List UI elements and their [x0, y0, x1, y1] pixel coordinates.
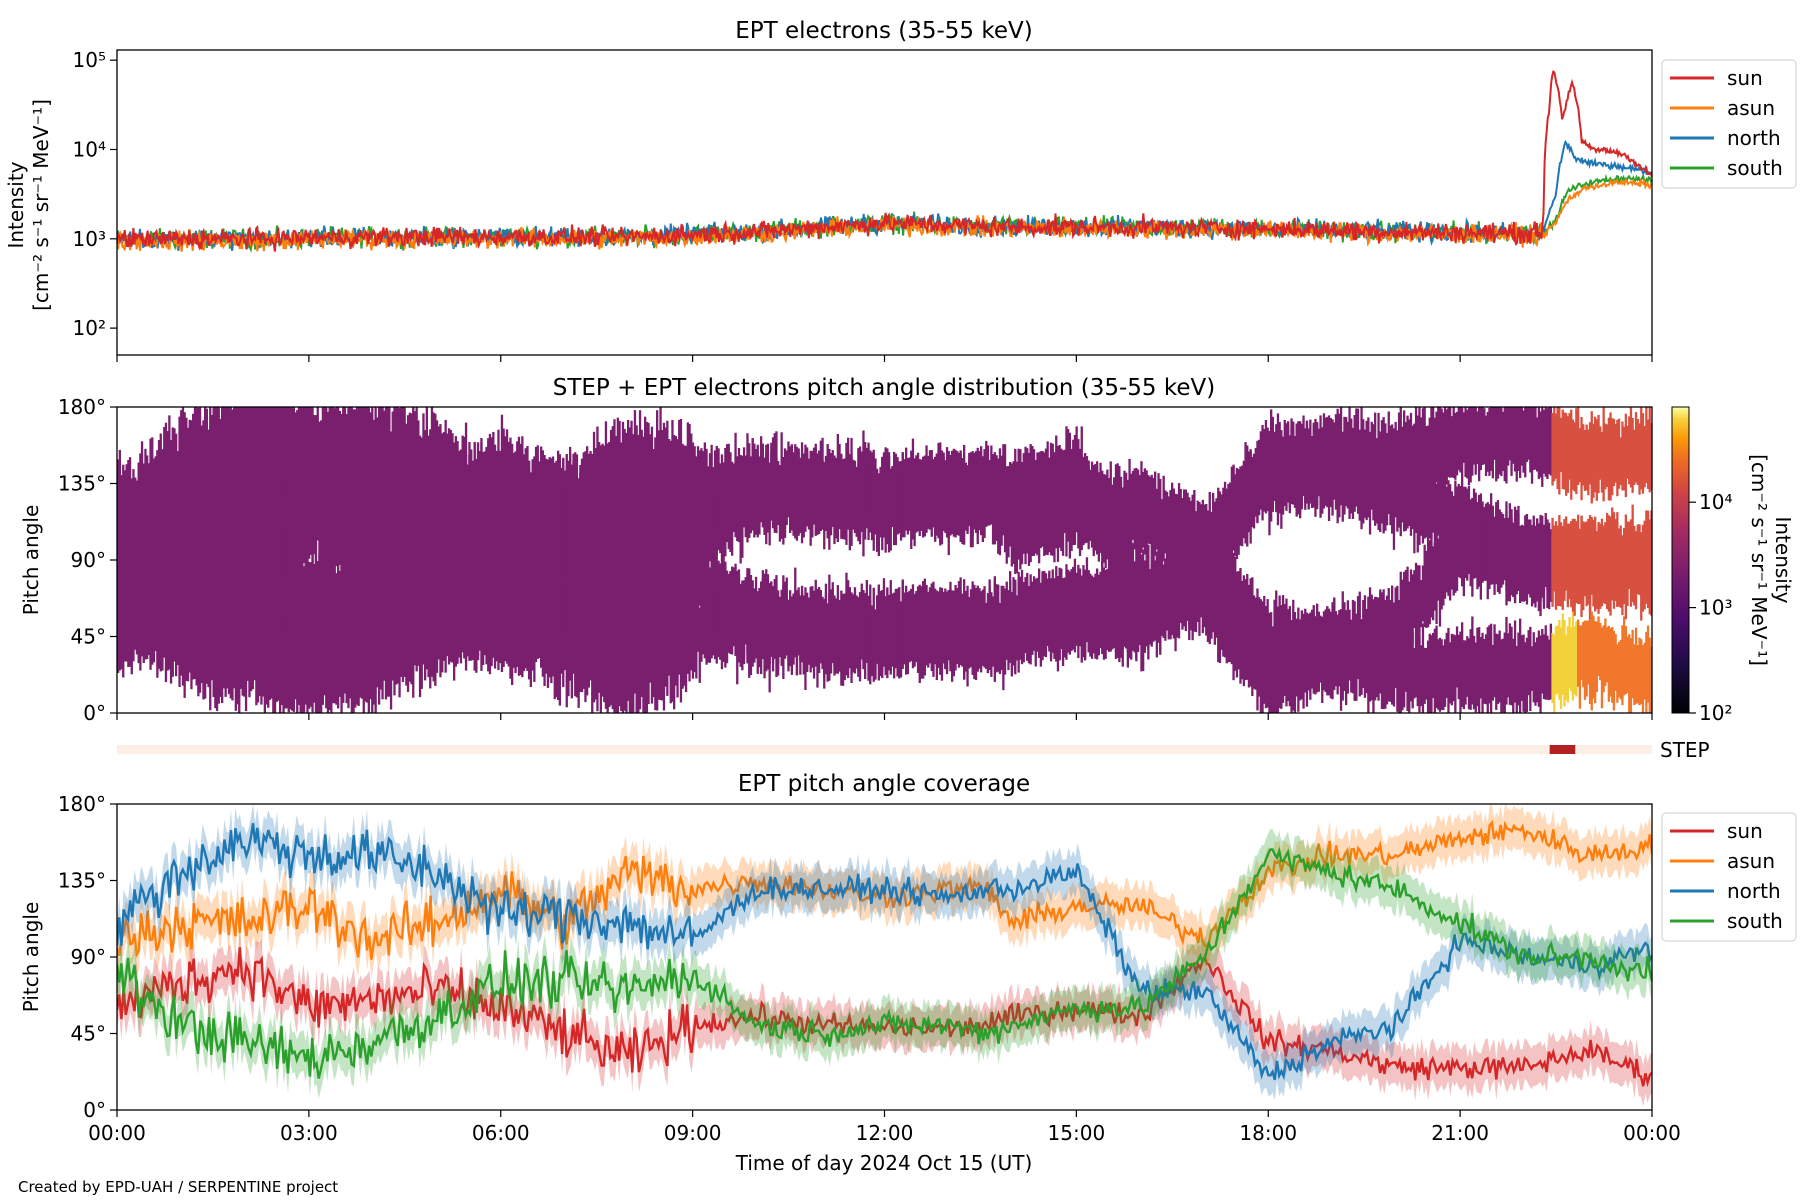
x-axis-label: Time of day 2024 Oct 15 (UT)	[735, 1151, 1033, 1175]
step-active-interval	[1549, 745, 1576, 754]
y-tick-label: 10³	[73, 227, 106, 251]
footer-credit: Created by EPD-UAH / SERPENTINE project	[18, 1178, 338, 1196]
legend-label-south: south	[1727, 909, 1783, 933]
legend-label-asun: asun	[1727, 849, 1775, 873]
legend-label-sun: sun	[1727, 66, 1763, 90]
y-tick-label: 10⁴	[73, 137, 106, 161]
colorbar-label-line2: [cm⁻² s⁻¹ sr⁻¹ MeV⁻¹]	[1747, 454, 1771, 666]
panel4-legend: sun asun north south	[1661, 812, 1797, 942]
colorbar-tick-label: 10³	[1699, 596, 1732, 620]
colorbar-tick-label: 10²	[1699, 701, 1732, 725]
x-tick-label: 09:00	[664, 1121, 722, 1145]
panel4-ylabel: Pitch angle	[19, 902, 43, 1013]
step-strip-background	[117, 745, 1652, 754]
panel2-yaxis: 0° 45° 90° 135° 180°	[58, 395, 117, 725]
panel2-heatmap	[117, 407, 1652, 713]
legend-label-asun: asun	[1727, 96, 1775, 120]
panel-step-coverage: STEP	[117, 738, 1710, 762]
legend-label-north: north	[1727, 879, 1781, 903]
panel1-xaxis	[116, 355, 1653, 362]
x-tick-label: 03:00	[280, 1121, 338, 1145]
y-tick-label: 135°	[58, 869, 106, 893]
panel1-yaxis: 10² 10³ 10⁴ 10⁵	[73, 48, 117, 340]
panel-pitch-angle-coverage: EPT pitch angle coverage 0° 45° 90° 135° 180…	[19, 771, 1797, 1175]
panel-pitch-angle-distribution: STEP + EPT electrons pitch angle distrib…	[19, 375, 1795, 725]
panel4-xaxis: 00:00 03:00 06:00 09:00 12:00 15:00 18:00 21:00…	[88, 1110, 1681, 1145]
colorbar-label-line1: Intensity	[1771, 516, 1795, 603]
y-tick-label: 10⁵	[73, 48, 106, 72]
panel2-xaxis	[116, 713, 1653, 720]
legend-label-north: north	[1727, 126, 1781, 150]
panel1-legend: sun asun north south	[1661, 59, 1797, 189]
panel1-lines	[117, 70, 1652, 253]
colorbar: 10² 10³ 10⁴ Intensity [cm⁻² s⁻¹ sr⁻¹ MeV⁻¹…	[1671, 406, 1795, 725]
legend-label-south: south	[1727, 156, 1783, 180]
y-tick-label: 0°	[83, 1098, 106, 1122]
x-tick-label: 18:00	[1239, 1121, 1297, 1145]
step-label: STEP	[1660, 738, 1710, 762]
legend-label-sun: sun	[1727, 819, 1763, 843]
panel1-ylabel-line1: Intensity	[4, 161, 28, 248]
panel1-frame	[116, 49, 1653, 356]
colorbar-gradient	[1671, 406, 1690, 714]
heatmap-columns	[117, 407, 1652, 713]
panel1-ylabel-line2: [cm⁻² s⁻¹ sr⁻¹ MeV⁻¹]	[29, 99, 53, 311]
panel4-lines	[117, 804, 1652, 1107]
coverage-line-south	[117, 846, 1652, 1079]
panel-intensity: EPT electrons (35-55 keV) 10² 10³ 10⁴ 10⁵ I…	[4, 18, 1797, 362]
y-tick-label: 180°	[58, 792, 106, 816]
y-tick-label: 180°	[58, 395, 106, 419]
y-tick-label: 0°	[83, 701, 106, 725]
y-tick-label: 10²	[73, 316, 106, 340]
y-tick-label: 90°	[71, 548, 106, 572]
panel4-title: EPT pitch angle coverage	[738, 771, 1030, 797]
x-tick-label: 21:00	[1431, 1121, 1489, 1145]
x-tick-label: 06:00	[472, 1121, 530, 1145]
y-tick-label: 135°	[58, 472, 106, 496]
colorbar-tick-label: 10⁴	[1699, 490, 1732, 514]
series-line-sun	[117, 70, 1652, 252]
panel2-ylabel: Pitch angle	[19, 505, 43, 616]
x-tick-label: 00:00	[88, 1121, 146, 1145]
y-tick-label: 90°	[71, 945, 106, 969]
panel4-yaxis: 0° 45° 90° 135° 180°	[58, 792, 117, 1122]
x-tick-label: 00:00	[1623, 1121, 1681, 1145]
y-tick-label: 45°	[71, 1022, 106, 1046]
y-tick-label: 45°	[71, 625, 106, 649]
coverage-line-sun	[117, 947, 1652, 1088]
x-tick-label: 12:00	[856, 1121, 914, 1145]
x-tick-label: 15:00	[1048, 1121, 1106, 1145]
coverage-line-north	[117, 823, 1652, 1081]
panel2-title: STEP + EPT electrons pitch angle distrib…	[553, 375, 1215, 401]
panel1-title: EPT electrons (35-55 keV)	[735, 18, 1032, 44]
